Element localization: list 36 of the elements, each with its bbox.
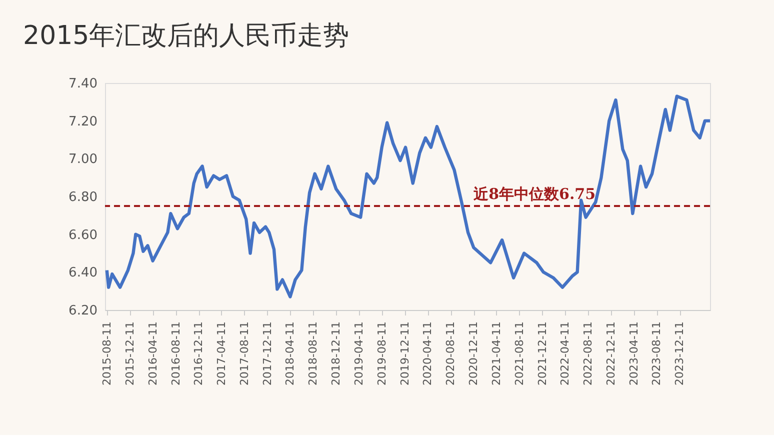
ref-line-label: 近8年中位数6.75 [472,184,596,203]
line-series [105,94,712,298]
x-tick-label: 2018-12-11 [330,322,343,386]
x-tick-label: 2016-12-11 [192,322,206,386]
x-tick-label: 2022-12-11 [604,322,618,386]
x-tick-label: 2021-12-11 [536,322,549,386]
y-tick-label: 6.80 [68,190,98,205]
x-tick-label: 2020-04-11 [421,322,434,386]
x-tick-label: 2017-04-11 [214,322,228,386]
x-tick-label: 2018-04-11 [284,322,297,386]
x-tick-label: 2022-08-11 [582,322,595,386]
x-tick-label: 2022-04-11 [558,322,572,386]
x-tick-label: 2023-04-11 [627,322,640,386]
x-tick-label: 2021-04-11 [490,322,503,386]
x-tick-label: 2019-08-11 [375,322,388,386]
x-tick-label: 2016-08-11 [169,322,182,386]
y-tick-label: 7.40 [68,76,98,92]
x-tick-label: 2023-12-11 [673,322,686,386]
x-tick-label: 2020-12-11 [467,322,480,386]
chart-title: 2015年汇改后的人民币走势 [23,21,350,51]
y-tick-label: 6.40 [68,266,98,281]
x-tick-label: 2017-12-11 [260,322,274,386]
y-tick-label: 6.60 [68,228,98,243]
x-tick-label: 2021-08-11 [512,322,526,386]
x-tick-label: 2018-08-11 [306,322,320,386]
x-tick-label: 2016-04-11 [146,322,160,386]
y-tick-label: 7.20 [68,114,98,130]
x-tick-label: 2015-12-11 [123,322,136,386]
x-tick-label: 2019-04-11 [352,322,366,386]
y-tick-label: 7.00 [68,152,98,168]
x-tick-label: 2015-08-11 [100,322,114,386]
y-tick-label: 6.20 [68,304,98,318]
x-tick-label: 2020-08-11 [444,322,458,386]
x-tick-label: 2023-08-11 [650,322,664,386]
x-tick-label: 2019-12-11 [398,322,412,386]
x-tick-label: 2017-08-11 [238,322,251,386]
